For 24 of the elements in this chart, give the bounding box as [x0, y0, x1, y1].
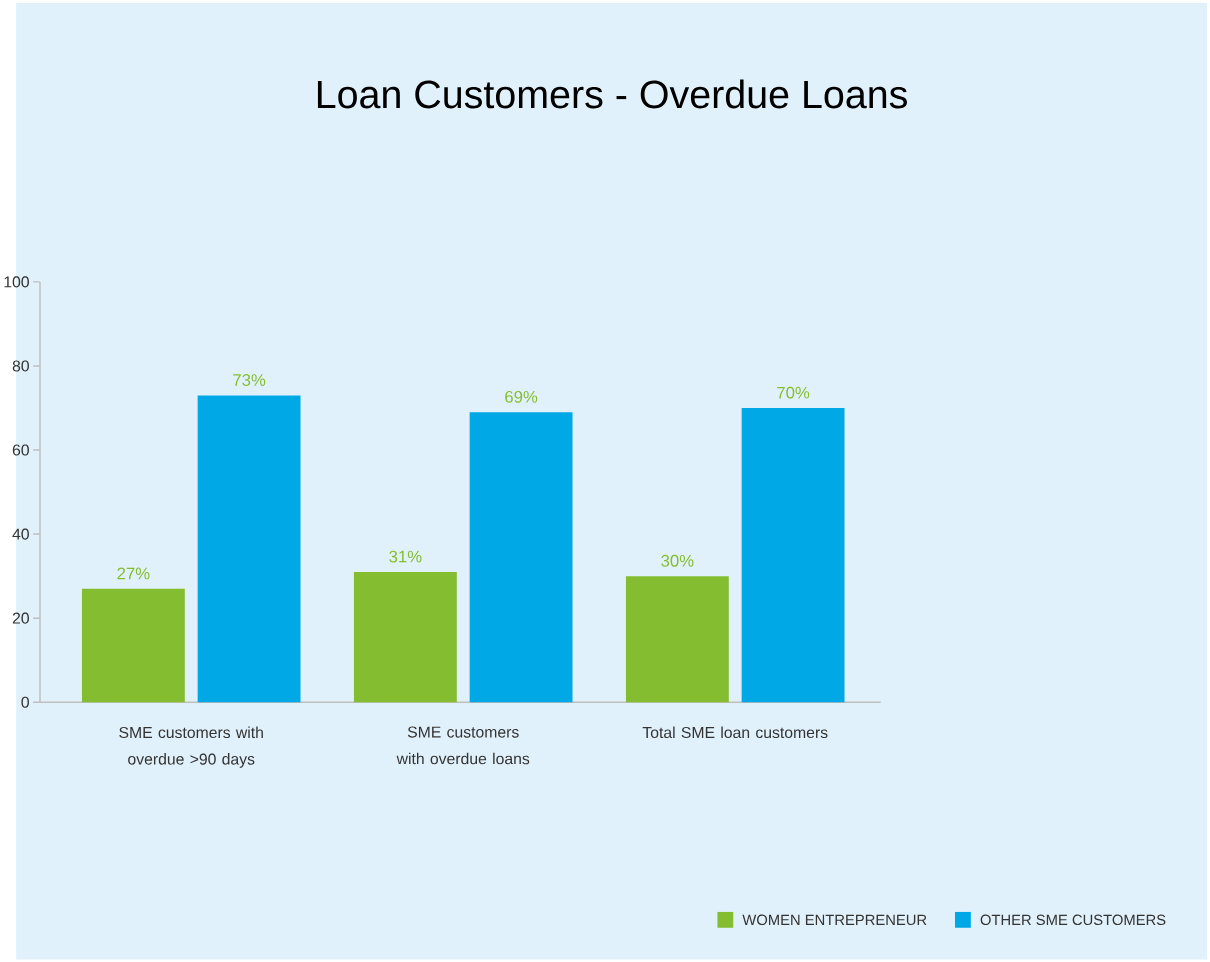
- legend-label: WOMEN ENTREPRENEUR: [742, 914, 927, 925]
- data-label: 30%: [661, 554, 694, 567]
- data-label: 70%: [777, 386, 810, 399]
- bar: [81, 588, 185, 703]
- y-tick-label: 60: [12, 444, 29, 456]
- chart-title: Loan Customers - Overdue Loans: [317, 79, 907, 109]
- bar: [469, 412, 573, 703]
- data-label: 31%: [389, 550, 422, 563]
- x-tick-label: SME customers with overdue loans: [396, 726, 530, 765]
- bar: [625, 575, 729, 703]
- y-tick-label: 100: [4, 276, 29, 288]
- bar: [741, 407, 845, 703]
- bar: [353, 571, 457, 703]
- y-tick-label: 80: [12, 360, 29, 372]
- data-label: 73%: [233, 373, 266, 386]
- data-label: 69%: [505, 390, 538, 403]
- y-tick-label: 0: [21, 696, 29, 708]
- bar: [197, 395, 301, 703]
- data-label: 27%: [117, 567, 150, 580]
- x-tick-label: SME customers with overdue >90 days: [119, 726, 263, 768]
- x-tick-label: Total SME loan customers: [642, 726, 828, 738]
- y-tick-label: 40: [12, 528, 29, 540]
- y-tick-label: 20: [12, 612, 29, 624]
- legend-label: OTHER SME CUSTOMERS: [980, 914, 1166, 925]
